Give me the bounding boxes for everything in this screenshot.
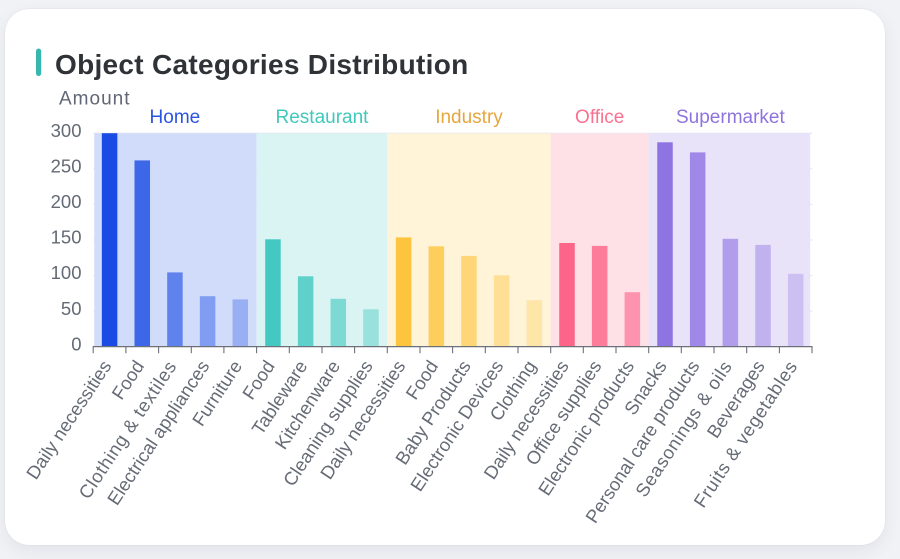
svg-text:Restaurant: Restaurant	[276, 107, 370, 128]
svg-text:Supermarket: Supermarket	[676, 107, 785, 128]
svg-text:Office: Office	[575, 107, 624, 128]
svg-text:Home: Home	[150, 107, 201, 128]
svg-text:0: 0	[71, 333, 81, 354]
svg-text:Amount: Amount	[59, 89, 130, 110]
svg-text:200: 200	[51, 191, 82, 212]
svg-text:Object Categories Distribution: Object Categories Distribution	[55, 49, 469, 80]
svg-text:Industry: Industry	[435, 107, 503, 128]
svg-text:300: 300	[51, 120, 82, 141]
svg-text:150: 150	[51, 227, 82, 248]
svg-text:100: 100	[51, 262, 82, 283]
svg-text:50: 50	[61, 298, 82, 319]
svg-text:250: 250	[51, 156, 82, 177]
